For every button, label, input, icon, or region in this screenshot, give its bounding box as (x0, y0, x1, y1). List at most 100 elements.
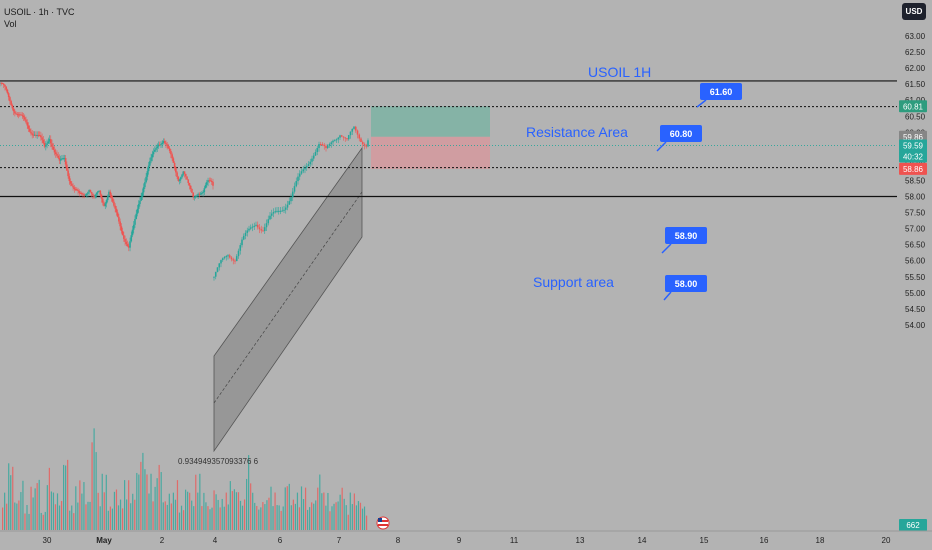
candle-body (75, 189, 78, 191)
price-axis[interactable]: 63.0062.5062.0061.5061.0060.5060.0059.50… (897, 0, 932, 550)
candle-body (84, 194, 87, 196)
volume-bar (229, 481, 231, 530)
candle-body (171, 154, 173, 159)
candle-body (304, 167, 306, 170)
candle-body (139, 200, 141, 205)
volume-bar (260, 507, 262, 530)
candle-body (87, 192, 89, 194)
volume-bar (317, 487, 319, 530)
candle-body (89, 189, 92, 192)
candle-body (354, 126, 357, 131)
candle-body (54, 152, 57, 154)
volume-bar (209, 509, 211, 530)
candle-body (108, 191, 110, 197)
symbol-line[interactable]: USOIL · 1h · TVC (4, 7, 75, 17)
candle-body (223, 256, 226, 259)
chart-title: USOIL 1H (588, 64, 651, 80)
volume-bar (191, 500, 193, 530)
last-price-badge: 59.59 (903, 141, 924, 150)
volume-bar (8, 463, 10, 530)
stop-zone (371, 136, 490, 169)
callout-text: 58.90 (675, 231, 698, 241)
price-tick-label: 60.50 (905, 112, 926, 121)
candle-body (172, 158, 175, 163)
candle-body (136, 208, 139, 214)
volume-bar (103, 492, 105, 530)
volume-bar (178, 512, 181, 530)
candle-body (307, 164, 310, 167)
volume-bar (241, 505, 244, 530)
volume-bar (87, 501, 89, 530)
candle-body (47, 141, 50, 144)
candle-body (258, 227, 261, 230)
volume-bar (307, 509, 309, 530)
volume-bar (359, 502, 362, 530)
candle-body (130, 235, 133, 242)
volume-bar (73, 513, 75, 530)
volume-bar (343, 498, 345, 530)
candle-body (262, 230, 264, 232)
candle-body (126, 244, 129, 247)
candle-body (191, 189, 193, 193)
candle-body (274, 211, 277, 213)
time-tick-label: 18 (816, 536, 825, 545)
volume-bar (79, 480, 81, 530)
time-axis[interactable]: 30 May 2 4 6 7 8 9 11 13 14 15 16 18 20 (0, 516, 932, 545)
candle-body (199, 193, 202, 195)
volume-bar (20, 492, 22, 530)
candle-body (113, 201, 115, 206)
volume-bar (333, 503, 335, 530)
candle-body (220, 260, 222, 264)
volume-bar (321, 493, 323, 530)
volume-bar (168, 493, 170, 530)
volume-bar (132, 493, 134, 530)
candle-body (46, 143, 48, 145)
volume-bar (361, 508, 364, 530)
candle-body (168, 148, 171, 151)
volume-bar (111, 508, 113, 530)
volume-bar (280, 510, 282, 530)
candlesticks (0, 82, 369, 281)
callout-leader (656, 141, 667, 152)
candle-body (109, 191, 112, 195)
stop-price-badge-bg (899, 162, 927, 175)
support-label: Support area (533, 274, 614, 290)
candle-body (73, 187, 76, 190)
volume-bar (357, 501, 360, 530)
candle-body (68, 176, 71, 182)
volume-bar (24, 513, 26, 530)
volume-bar (77, 502, 79, 530)
candle-body (166, 144, 168, 147)
volume-bar (227, 504, 229, 530)
volume-bar (282, 506, 284, 530)
volume-bar (180, 505, 183, 530)
candle-body (33, 134, 36, 136)
candle-body (192, 192, 194, 197)
candle-body (239, 245, 242, 251)
candle-body (213, 276, 215, 278)
candle-body (167, 146, 170, 149)
volume-bar (288, 483, 290, 530)
candle-body (276, 210, 278, 212)
candle-body (119, 221, 121, 227)
candle-body (193, 196, 196, 198)
horizontal-levels[interactable] (0, 80, 897, 198)
currency-button[interactable]: USD (902, 3, 926, 20)
volume-bar (113, 491, 116, 530)
countdown-badge-bg (899, 150, 927, 163)
volume-bar (347, 514, 349, 530)
candle-body (56, 153, 58, 156)
volume-bar (272, 506, 274, 530)
ascending-channel[interactable] (213, 146, 363, 453)
entry-price-badge: 59.86 (903, 133, 924, 142)
candle-body (41, 137, 43, 140)
time-tick-label: 6 (278, 536, 283, 545)
candle-body (186, 176, 188, 180)
volume-indicator-label[interactable]: Vol (4, 19, 17, 29)
candle-body (339, 135, 341, 138)
time-tick-label: 7 (337, 536, 342, 545)
candle-body (177, 176, 180, 181)
channel-midline (213, 191, 363, 404)
candle-body (131, 229, 134, 236)
